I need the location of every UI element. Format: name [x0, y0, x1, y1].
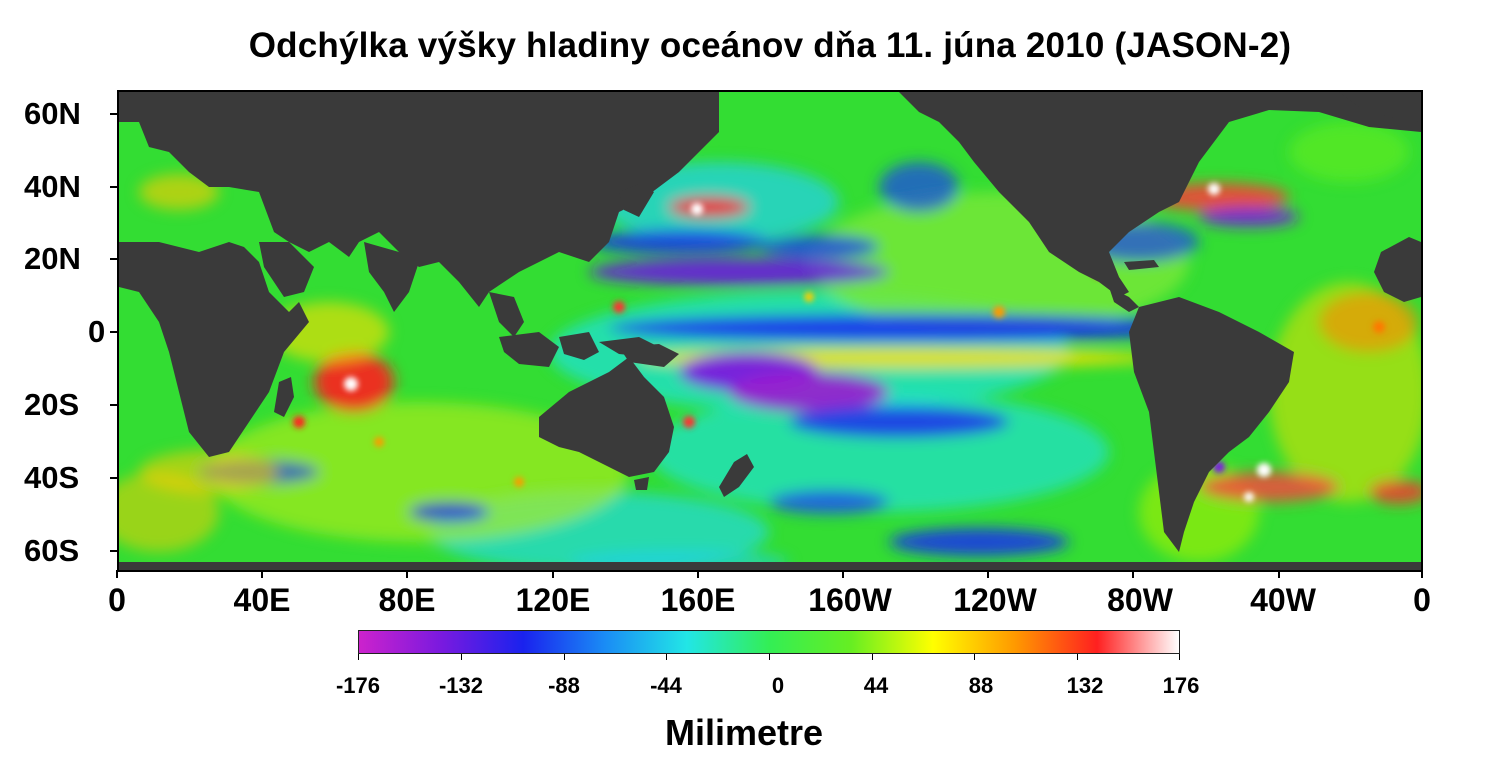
lon-tick	[552, 570, 554, 578]
lon-tick	[261, 570, 263, 578]
lon-tick	[1421, 570, 1423, 578]
lon-label-160w: 160W	[808, 582, 892, 618]
lon-tick	[1132, 570, 1134, 578]
colorbar-label: -44	[650, 673, 682, 698]
colorbar-tick	[1077, 654, 1078, 660]
colorbar-tick	[1179, 654, 1180, 660]
lon-tick	[406, 570, 408, 578]
colorbar-tick	[872, 654, 873, 660]
lon-label-80e: 80E	[378, 582, 436, 618]
lon-label-40e: 40E	[233, 582, 291, 618]
colorbar-label: -176	[335, 673, 381, 698]
lon-tick	[116, 570, 118, 578]
lon-tick	[987, 570, 989, 578]
lon-label-120e: 120E	[515, 582, 591, 618]
colorbar-label: 0	[771, 673, 785, 698]
lon-tick	[697, 570, 699, 578]
lon-label-0-end: 0	[1413, 582, 1431, 618]
colorbar-tick	[974, 654, 975, 660]
lat-tick	[110, 331, 120, 333]
colorbar-label: 176	[1162, 673, 1200, 698]
colorbar-label: 44	[863, 673, 889, 698]
lon-tick	[842, 570, 844, 578]
colorbar	[358, 630, 1180, 654]
colorbar-tick	[666, 654, 667, 660]
lon-label-160e: 160E	[660, 582, 736, 618]
lat-label-20n: 20N	[24, 241, 81, 276]
colorbar-tick	[769, 654, 770, 660]
lat-tick	[110, 113, 120, 115]
lat-label-20s: 20S	[24, 387, 80, 422]
colorbar-label: 88	[968, 673, 994, 698]
colorbar-tick	[358, 654, 359, 660]
lat-tick	[110, 550, 120, 552]
lat-tick	[110, 477, 120, 479]
sea-level-anomaly-map	[117, 90, 1423, 572]
lon-label-120w: 120W	[953, 582, 1037, 618]
lat-label-40n: 40N	[24, 169, 81, 204]
colorbar-label: -132	[438, 673, 484, 698]
lat-tick	[110, 186, 120, 188]
lon-label-0: 0	[108, 582, 126, 618]
colorbar-units-label: Milimetre	[664, 712, 824, 753]
lon-tick	[1278, 570, 1280, 578]
colorbar-tick	[461, 654, 462, 660]
colorbar-tick	[564, 654, 565, 660]
lat-label-60n: 60N	[24, 96, 81, 131]
map-title: Odchýlka výšky hladiny oceánov dňa 11. j…	[248, 26, 1292, 65]
lat-tick	[110, 258, 120, 260]
land-masses	[119, 92, 1421, 570]
lat-label-40s: 40S	[24, 460, 80, 495]
lat-tick	[110, 404, 120, 406]
lon-label-40w: 40W	[1250, 582, 1316, 618]
colorbar-label: 132	[1066, 673, 1104, 698]
lat-label-60s: 60S	[24, 533, 80, 568]
colorbar-label: -88	[548, 673, 580, 698]
lat-label-equator: 0	[88, 314, 106, 349]
lon-label-80w: 80W	[1107, 582, 1173, 618]
